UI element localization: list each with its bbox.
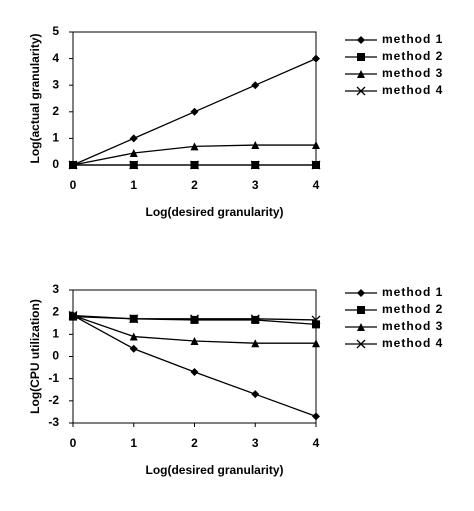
y-tick-label: 2 (52, 104, 59, 118)
x-tick-label: 4 (313, 436, 320, 450)
marker (251, 81, 260, 90)
marker (129, 160, 139, 170)
legend-label: method 4 (382, 83, 443, 97)
x-tick-label: 3 (252, 436, 259, 450)
x-tick-label: 0 (70, 436, 77, 450)
x-tick-label: 2 (191, 178, 198, 192)
x-tick-label: 1 (130, 178, 137, 192)
y-tick-label: 4 (52, 51, 59, 65)
marker (250, 160, 260, 170)
marker (312, 54, 320, 63)
legend-label: method 3 (382, 319, 443, 333)
legend-marker (356, 86, 366, 96)
marker (190, 315, 199, 324)
marker (312, 141, 320, 150)
x-tick-label: 2 (191, 436, 198, 450)
marker (68, 160, 78, 170)
marker (129, 149, 138, 158)
marker (312, 412, 320, 421)
y-tick-label: 0 (52, 349, 59, 363)
marker (129, 332, 138, 341)
y-tick-label: 1 (52, 327, 59, 341)
legend-marker (357, 323, 365, 331)
marker (251, 339, 260, 348)
marker (312, 339, 320, 348)
y-tick-label: 5 (52, 24, 59, 38)
marker (68, 311, 78, 320)
x-tick-label: 0 (70, 178, 77, 192)
legend-label: method 2 (382, 49, 443, 63)
legend-label: method 4 (382, 336, 443, 350)
marker (251, 390, 260, 399)
marker (251, 141, 260, 150)
y-axis-title: Log(CPU utilization) (28, 299, 42, 414)
legend-label: method 1 (382, 285, 443, 299)
marker (312, 320, 320, 329)
marker (190, 336, 199, 345)
legend-marker (357, 36, 365, 44)
marker (251, 315, 260, 324)
marker (190, 160, 199, 170)
legend-marker (357, 289, 365, 297)
y-tick-label: -3 (48, 415, 59, 429)
legend-marker (357, 53, 365, 61)
legend-marker (357, 70, 365, 78)
marker (190, 368, 199, 377)
legend-label: method 2 (382, 302, 443, 316)
y-tick-label: 3 (52, 77, 59, 91)
x-tick-label: 3 (252, 178, 259, 192)
y-tick-label: 2 (52, 304, 59, 318)
y-tick-label: 0 (52, 157, 59, 171)
legend-label: method 3 (382, 66, 443, 80)
series-line (72, 314, 317, 417)
legend-label: method 1 (382, 32, 443, 46)
marker (129, 314, 139, 324)
x-tick-label: 1 (130, 436, 137, 450)
legend-marker (357, 306, 365, 314)
x-tick-label: 4 (313, 178, 320, 192)
marker (190, 142, 199, 151)
y-tick-label: 1 (52, 131, 59, 145)
y-axis-title: Log(actual granularity) (28, 33, 42, 163)
marker (190, 107, 199, 116)
marker (250, 314, 260, 324)
y-tick-label: 3 (52, 282, 59, 296)
marker (190, 314, 199, 324)
marker (311, 160, 321, 170)
marker (129, 344, 138, 353)
x-axis-title: Log(desired granularity) (145, 205, 283, 219)
y-tick-label: -2 (48, 393, 59, 407)
marker (129, 134, 138, 143)
legend-marker (356, 339, 366, 349)
y-tick-label: -1 (48, 371, 59, 385)
marker (311, 315, 321, 325)
x-axis-title: Log(desired granularity) (145, 463, 283, 477)
